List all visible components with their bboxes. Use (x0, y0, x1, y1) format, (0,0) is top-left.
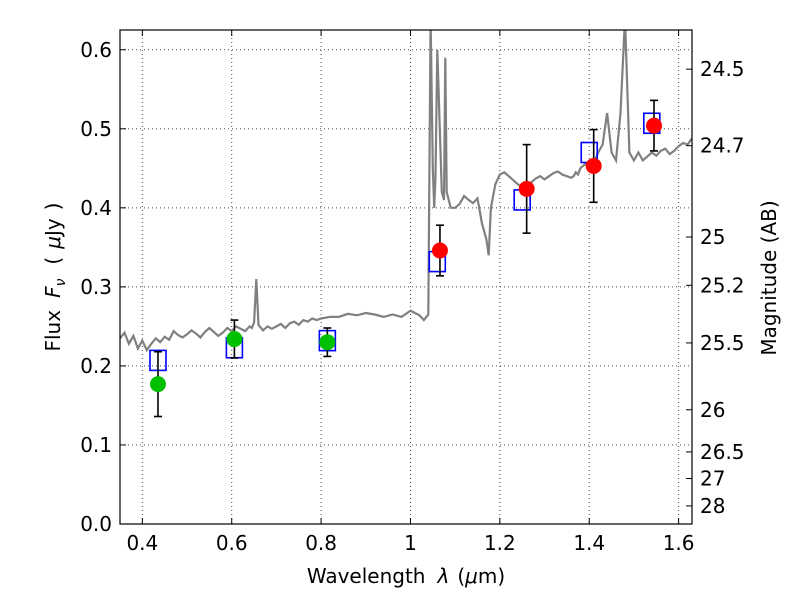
nir-point (518, 180, 535, 197)
axis-ticks: 0.4 0.6 0.8 1 1.2 1.4 1.6 0.0 0.1 0.2 0.3 0.4 0.5 0.6… (80, 30, 745, 555)
y-axis-label-sub: ν (53, 278, 69, 286)
x-axis-label-unit-rest: m) (478, 564, 505, 588)
optical-point (149, 376, 166, 393)
y-axis-label-unit-mu: μ (41, 236, 65, 250)
x-axis-label-symbol: λ (436, 564, 449, 588)
x-tick-label: 1 (404, 531, 417, 555)
y-tick-label: 0.4 (80, 196, 112, 220)
y-axis-label-symbol: F (41, 286, 65, 298)
plot-frame (119, 29, 693, 525)
x-tick-label: 1.6 (663, 531, 695, 555)
y2-tick-label: 26 (700, 398, 725, 422)
nir-point (585, 157, 602, 174)
spectrum-line (120, 30, 692, 353)
observed-photometry-series (149, 117, 663, 393)
y-tick-label: 0.0 (80, 512, 112, 536)
x-axis-label: Wavelength λ (μm) (307, 564, 505, 588)
y-axis-label-unit-close: ) (41, 202, 65, 210)
y2-tick-label: 25.2 (700, 273, 745, 297)
x-tick-label: 0.8 (305, 531, 337, 555)
x-axis-label-unit-mu: μ (464, 564, 478, 588)
y2-tick-label: 26.5 (700, 440, 745, 464)
x-tick-label: 1.2 (484, 531, 516, 555)
y2-axis-label: Magnitude (AB) (757, 200, 781, 355)
nir-point (431, 242, 448, 259)
model-photometry-series (149, 112, 661, 372)
y2-tick-label: 24.5 (700, 57, 745, 81)
x-axis-label-unit-open: ( (457, 564, 465, 588)
y-tick-label: 0.1 (80, 433, 112, 457)
grid-lines (120, 30, 692, 524)
y-tick-label: 0.3 (80, 275, 112, 299)
y2-tick-label: 24.7 (700, 134, 745, 158)
y2-tick-label: 25 (700, 225, 725, 249)
y-axis-label-unit-rest: Jy (41, 218, 65, 238)
y2-tick-label: 25.5 (700, 331, 745, 355)
x-tick-label: 0.6 (216, 531, 248, 555)
y2-tick-label: 28 (700, 494, 725, 518)
nir-point (646, 117, 663, 134)
y-axis-label: Flux Fν ( μJy) (41, 202, 69, 351)
y2-tick-label: 27 (700, 467, 725, 491)
optical-point (319, 334, 336, 351)
x-tick-label: 1.4 (573, 531, 605, 555)
y-tick-label: 0.5 (80, 117, 112, 141)
x-axis-label-text: Wavelength (307, 564, 426, 588)
y-axis-label-text: Flux (41, 310, 65, 352)
optical-point (226, 331, 243, 348)
y-tick-label: 0.2 (80, 354, 112, 378)
x-tick-label: 0.4 (126, 531, 158, 555)
error-bars (153, 99, 659, 418)
spectrum-series (120, 30, 692, 353)
y-tick-label: 0.6 (80, 38, 112, 62)
y-axis-label-unit-open: ( (41, 257, 65, 265)
